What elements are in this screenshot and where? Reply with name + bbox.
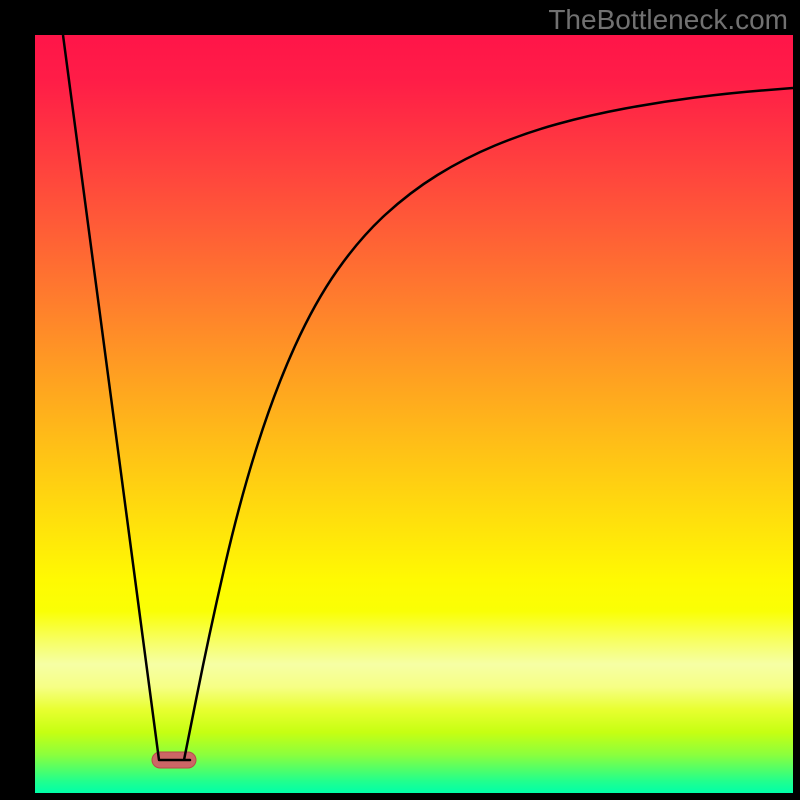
- bottleneck-chart: [0, 0, 800, 800]
- watermark-text: TheBottleneck.com: [548, 4, 788, 36]
- chart-container: TheBottleneck.com: [0, 0, 800, 800]
